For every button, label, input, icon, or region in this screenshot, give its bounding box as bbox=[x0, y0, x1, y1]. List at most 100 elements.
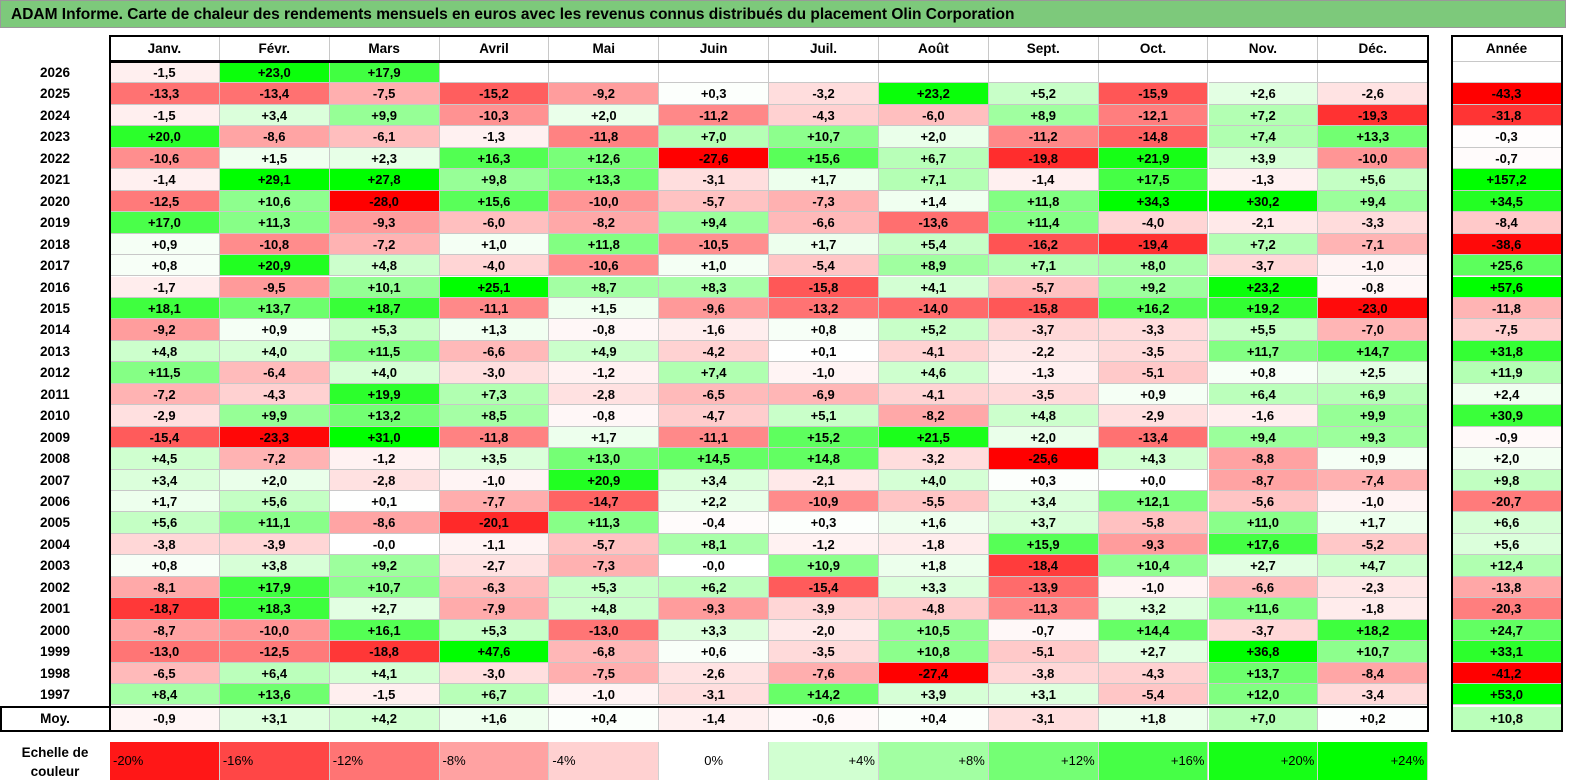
heatmap-cell: -13,0 bbox=[549, 619, 660, 642]
heatmap-cell: +0,1 bbox=[329, 491, 440, 513]
heatmap-cell: +7,4 bbox=[659, 362, 770, 384]
heatmap-cell: +8,5 bbox=[439, 405, 550, 427]
heatmap-cell: -2,3 bbox=[1318, 576, 1429, 599]
heatmap-cell: +2,7 bbox=[1208, 555, 1319, 577]
heatmap-cell: +1,5 bbox=[219, 147, 330, 170]
heatmap-cell: -1,0 bbox=[1318, 491, 1429, 513]
heatmap-cell: +9,4 bbox=[1318, 190, 1429, 213]
heatmap-cell: +4,3 bbox=[1098, 448, 1209, 470]
heatmap-cell: +16,3 bbox=[439, 147, 550, 170]
heatmap-cell: -15,4 bbox=[769, 576, 879, 599]
color-scale-step: -8% bbox=[439, 742, 550, 780]
row-year-label: 2023 bbox=[39, 129, 71, 145]
heatmap-cell: -10,6 bbox=[549, 255, 660, 277]
month-header: Juil. bbox=[769, 36, 879, 62]
annual-return-cell: -20,3 bbox=[1452, 598, 1562, 620]
heatmap-cell: -7,1 bbox=[1318, 233, 1429, 256]
heatmap-cell: +11,8 bbox=[549, 233, 660, 256]
heatmap-cell: +5,6 bbox=[219, 491, 330, 513]
month-header: Oct. bbox=[1098, 36, 1209, 62]
heatmap-cell: -16,2 bbox=[988, 233, 1099, 256]
heatmap-cell: -4,1 bbox=[878, 340, 989, 363]
heatmap-cell: -25,6 bbox=[988, 448, 1099, 470]
heatmap-cell: +2,2 bbox=[659, 491, 770, 513]
heatmap-cell: -2,8 bbox=[329, 469, 440, 491]
heatmap-cell: -23,3 bbox=[219, 426, 330, 449]
heatmap-cell: +8,9 bbox=[878, 255, 989, 277]
heatmap-cell: +4,1 bbox=[329, 662, 440, 685]
row-year-label: 2003 bbox=[39, 558, 71, 574]
heatmap-cell: +0,3 bbox=[769, 512, 879, 534]
heatmap-cell bbox=[659, 62, 770, 84]
row-year-label: 1997 bbox=[39, 687, 71, 703]
heatmap-cell: -2,2 bbox=[988, 340, 1099, 363]
heatmap-cell: -3,5 bbox=[1098, 340, 1209, 363]
heatmap-cell: -10,0 bbox=[219, 619, 330, 642]
heatmap-cell: -3,0 bbox=[439, 362, 550, 384]
heatmap-cell: -10,8 bbox=[219, 233, 330, 256]
heatmap-cell: -7,0 bbox=[1318, 319, 1429, 341]
month-header: Juin bbox=[659, 36, 770, 62]
heatmap-cell: -3,7 bbox=[988, 319, 1099, 341]
heatmap-cell: +4,0 bbox=[329, 362, 440, 384]
row-year-label: 2001 bbox=[39, 601, 71, 617]
heatmap-cell: +4,0 bbox=[878, 469, 989, 491]
heatmap-cell: +23,0 bbox=[219, 62, 330, 84]
annual-return-cell: -31,8 bbox=[1452, 104, 1562, 127]
heatmap-cell: -6,6 bbox=[439, 340, 550, 363]
annual-return-cell: -20,7 bbox=[1452, 491, 1562, 513]
heatmap-cell: +15,6 bbox=[439, 190, 550, 213]
heatmap-cell: -12,5 bbox=[110, 190, 220, 213]
heatmap-cell: -6,5 bbox=[110, 662, 220, 685]
heatmap-cell: -5,1 bbox=[1098, 362, 1209, 384]
heatmap-cell: -6,6 bbox=[769, 212, 879, 234]
heatmap-cell: +5,2 bbox=[878, 319, 989, 341]
chart-title: ADAM Informe. Carte de chaleur des rende… bbox=[0, 0, 1566, 28]
heatmap-cell: -0,8 bbox=[1318, 276, 1429, 298]
heatmap-cell: -3,3 bbox=[1318, 212, 1429, 234]
heatmap-cell: -13,4 bbox=[1098, 426, 1209, 449]
heatmap-cell: +2,7 bbox=[1098, 641, 1209, 663]
heatmap-cell: -1,5 bbox=[110, 104, 220, 127]
heatmap-cell: +7,2 bbox=[1208, 104, 1319, 127]
annual-return-cell: +9,8 bbox=[1452, 469, 1562, 491]
row-year-label: 2008 bbox=[39, 451, 71, 467]
heatmap-cell: -9,5 bbox=[219, 276, 330, 298]
heatmap-cell bbox=[549, 62, 660, 84]
heatmap-cell: +11,6 bbox=[1208, 598, 1319, 620]
heatmap-cell: +9,2 bbox=[1098, 276, 1209, 298]
heatmap-cell: -4,1 bbox=[878, 383, 989, 406]
heatmap-cell: -3,1 bbox=[659, 169, 770, 191]
color-scale-step: -12% bbox=[329, 742, 440, 780]
row-year-label: 1998 bbox=[39, 665, 71, 681]
heatmap-cell: -12,5 bbox=[219, 641, 330, 663]
heatmap-cell: -7,2 bbox=[219, 448, 330, 470]
heatmap-cell: +13,7 bbox=[1208, 662, 1319, 685]
heatmap-cell: -13,9 bbox=[988, 576, 1099, 599]
heatmap-cell: +14,7 bbox=[1318, 340, 1429, 363]
heatmap-cell: -6,9 bbox=[769, 383, 879, 406]
heatmap-cell: +4,7 bbox=[1318, 555, 1429, 577]
heatmap-cell: +2,3 bbox=[329, 147, 440, 170]
heatmap-cell: +7,1 bbox=[878, 169, 989, 191]
heatmap-cell: +14,5 bbox=[659, 448, 770, 470]
annual-return-cell: -8,4 bbox=[1452, 212, 1562, 234]
heatmap-cell: -10,0 bbox=[549, 190, 660, 213]
heatmap-cell: +0,8 bbox=[769, 319, 879, 341]
heatmap-cell: -7,2 bbox=[329, 233, 440, 256]
heatmap-cell: +3,2 bbox=[1098, 598, 1209, 620]
heatmap-cell: -1,6 bbox=[659, 319, 770, 341]
heatmap-cell: -14,8 bbox=[1098, 126, 1209, 148]
heatmap-cell: +18,3 bbox=[219, 598, 330, 620]
heatmap-cell: +0,8 bbox=[110, 555, 220, 577]
heatmap-cell: +30,2 bbox=[1208, 190, 1319, 213]
color-scale-step: -20% bbox=[110, 742, 220, 780]
heatmap-cell: +17,9 bbox=[219, 576, 330, 599]
heatmap-cell: -3,2 bbox=[769, 83, 879, 105]
heatmap-cell: -3,8 bbox=[110, 533, 220, 556]
annual-return-cell: -38,6 bbox=[1452, 233, 1562, 256]
heatmap-cell: +1,0 bbox=[659, 255, 770, 277]
color-scale-step: +20% bbox=[1208, 742, 1319, 780]
heatmap-cell: +10,6 bbox=[219, 190, 330, 213]
heatmap-cell: -15,2 bbox=[439, 83, 550, 105]
